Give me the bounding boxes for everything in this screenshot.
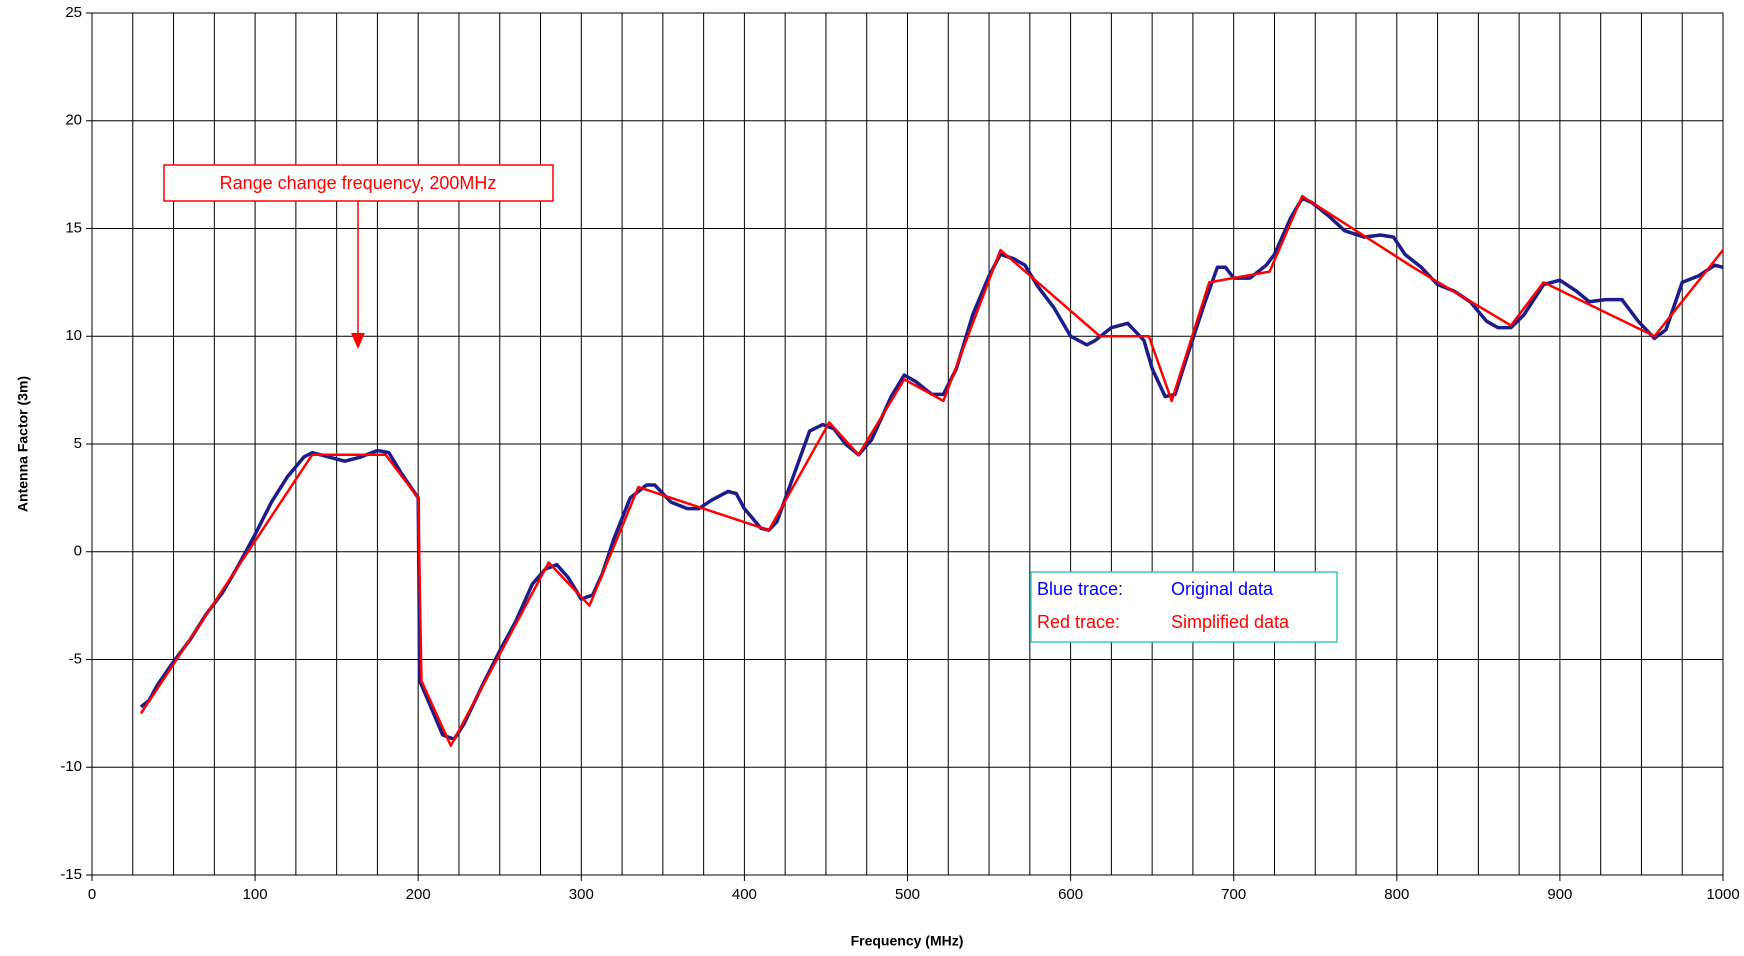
legend-box — [1030, 571, 1338, 643]
legend-prefix: Red trace: — [1037, 612, 1120, 632]
annotation: Range change frequency, 200MHz — [220, 173, 497, 193]
x-tick-label: 600 — [1058, 886, 1083, 903]
x-tick-label: 300 — [569, 886, 594, 903]
labels: -15 -10 -5 0 5 10 15 20 25 0 100 200 300 400 500 600 700… — [60, 4, 1739, 903]
x-tick-label: 900 — [1547, 886, 1572, 903]
marks — [139, 194, 1724, 747]
x-tick-label: 500 — [895, 886, 920, 903]
legend-label: Original data — [1171, 579, 1274, 599]
y-tick-label: -10 — [60, 758, 82, 775]
y-tick-label: 15 — [65, 219, 82, 236]
x-tick-label: 1000 — [1706, 886, 1739, 903]
y-tick-label: 20 — [65, 112, 82, 129]
legend-prefix: Blue trace: — [1037, 579, 1123, 599]
x-tick-label: 800 — [1384, 886, 1409, 903]
legend: Blue trace: Original data Red trace: Simpli… — [1037, 579, 1290, 632]
y-tick-label: 0 — [74, 543, 82, 560]
arrow-head — [351, 333, 365, 349]
x-axis-title: Frequency (MHz) — [851, 933, 964, 949]
annotation-box — [163, 164, 554, 202]
x-tick-label: 700 — [1221, 886, 1246, 903]
y-tick-label: -5 — [69, 650, 82, 667]
x-tick-label: 0 — [88, 886, 96, 903]
y-tick-label: 10 — [65, 327, 82, 344]
y-axis-title: Antenna Factor (3m) — [15, 376, 31, 512]
legend-label: Simplified data — [1171, 612, 1290, 632]
x-tick-label: 100 — [243, 886, 268, 903]
y-tick-label: 25 — [65, 4, 82, 21]
series-line — [139, 194, 1724, 747]
x-tick-label: 400 — [732, 886, 757, 903]
y-tick-label: 5 — [74, 435, 82, 452]
x-tick-label: 200 — [406, 886, 431, 903]
series-line — [139, 196, 1724, 741]
grid — [86, 12, 1724, 881]
y-tick-label: -15 — [60, 866, 82, 883]
